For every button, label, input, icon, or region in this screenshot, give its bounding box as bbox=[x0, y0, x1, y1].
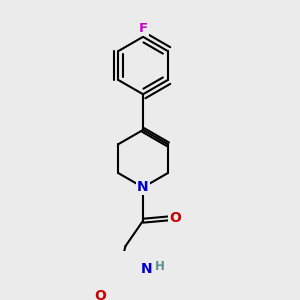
Text: O: O bbox=[169, 212, 181, 225]
Text: O: O bbox=[94, 289, 106, 300]
Text: F: F bbox=[139, 22, 148, 35]
Text: N: N bbox=[141, 262, 152, 276]
Text: H: H bbox=[155, 260, 165, 273]
Text: N: N bbox=[137, 180, 149, 194]
